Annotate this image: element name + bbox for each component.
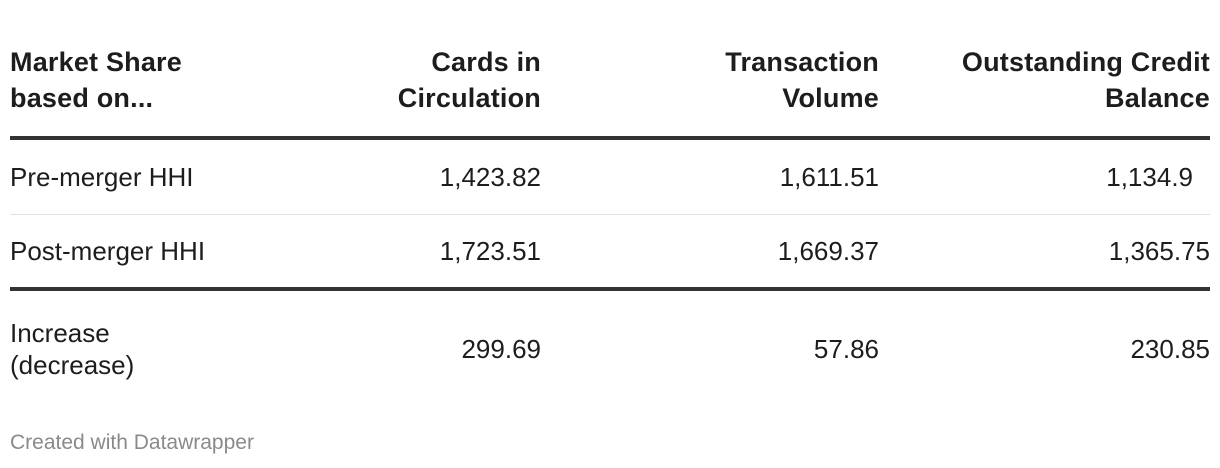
table-cell: 1,723.51 xyxy=(340,214,541,291)
column-header-text: Outstanding Credit Balance xyxy=(961,47,1210,113)
column-header-outstanding-credit-balance: Outstanding Credit Balance xyxy=(879,44,1210,140)
row-label: Pre-merger HHI xyxy=(10,138,340,215)
hhi-table-container: Market Share based on... Cards in Circul… xyxy=(10,44,1210,403)
table-cell: 1,669.37 xyxy=(541,214,879,291)
table-cell: 57.86 xyxy=(813,334,879,364)
column-header-text: Transaction Volume xyxy=(725,47,879,113)
table-row: Pre-merger HHI 1,423.82 1,611.51 1,134.9 xyxy=(10,138,1210,215)
column-header-cards-in-circulation: Cards in Circulation xyxy=(340,44,541,140)
hhi-table: Market Share based on... Cards in Circul… xyxy=(10,44,1210,403)
table-row: Increase (decrease) 299.69 57.86 230.85 xyxy=(10,289,1210,403)
header-row: Market Share based on... Cards in Circul… xyxy=(10,44,1210,140)
table-cell: 1,423.82 xyxy=(340,138,541,215)
column-header-text: Cards in Circulation xyxy=(397,47,541,113)
table-cell: 1,365.75 xyxy=(879,214,1210,291)
table-cell-wrapper: 1,134.9 xyxy=(879,138,1210,215)
row-label: Increase (decrease) xyxy=(10,289,340,403)
row-label-text: Increase (decrease) xyxy=(10,318,135,380)
row-label: Post-merger HHI xyxy=(10,214,340,291)
table-cell: 299.69 xyxy=(461,334,541,364)
column-header-market-share: Market Share based on... xyxy=(10,44,340,140)
table-row: Post-merger HHI 1,723.51 1,669.37 1,365.… xyxy=(10,214,1210,291)
column-header-text: Market Share based on... xyxy=(10,47,182,113)
table-cell: 1,611.51 xyxy=(541,138,879,215)
column-header-transaction-volume: Transaction Volume xyxy=(541,44,879,140)
datawrapper-credit: Created with Datawrapper xyxy=(10,431,254,454)
table-cell: 1,134.9 xyxy=(1106,162,1193,192)
table-cell: 230.85 xyxy=(1130,334,1210,364)
